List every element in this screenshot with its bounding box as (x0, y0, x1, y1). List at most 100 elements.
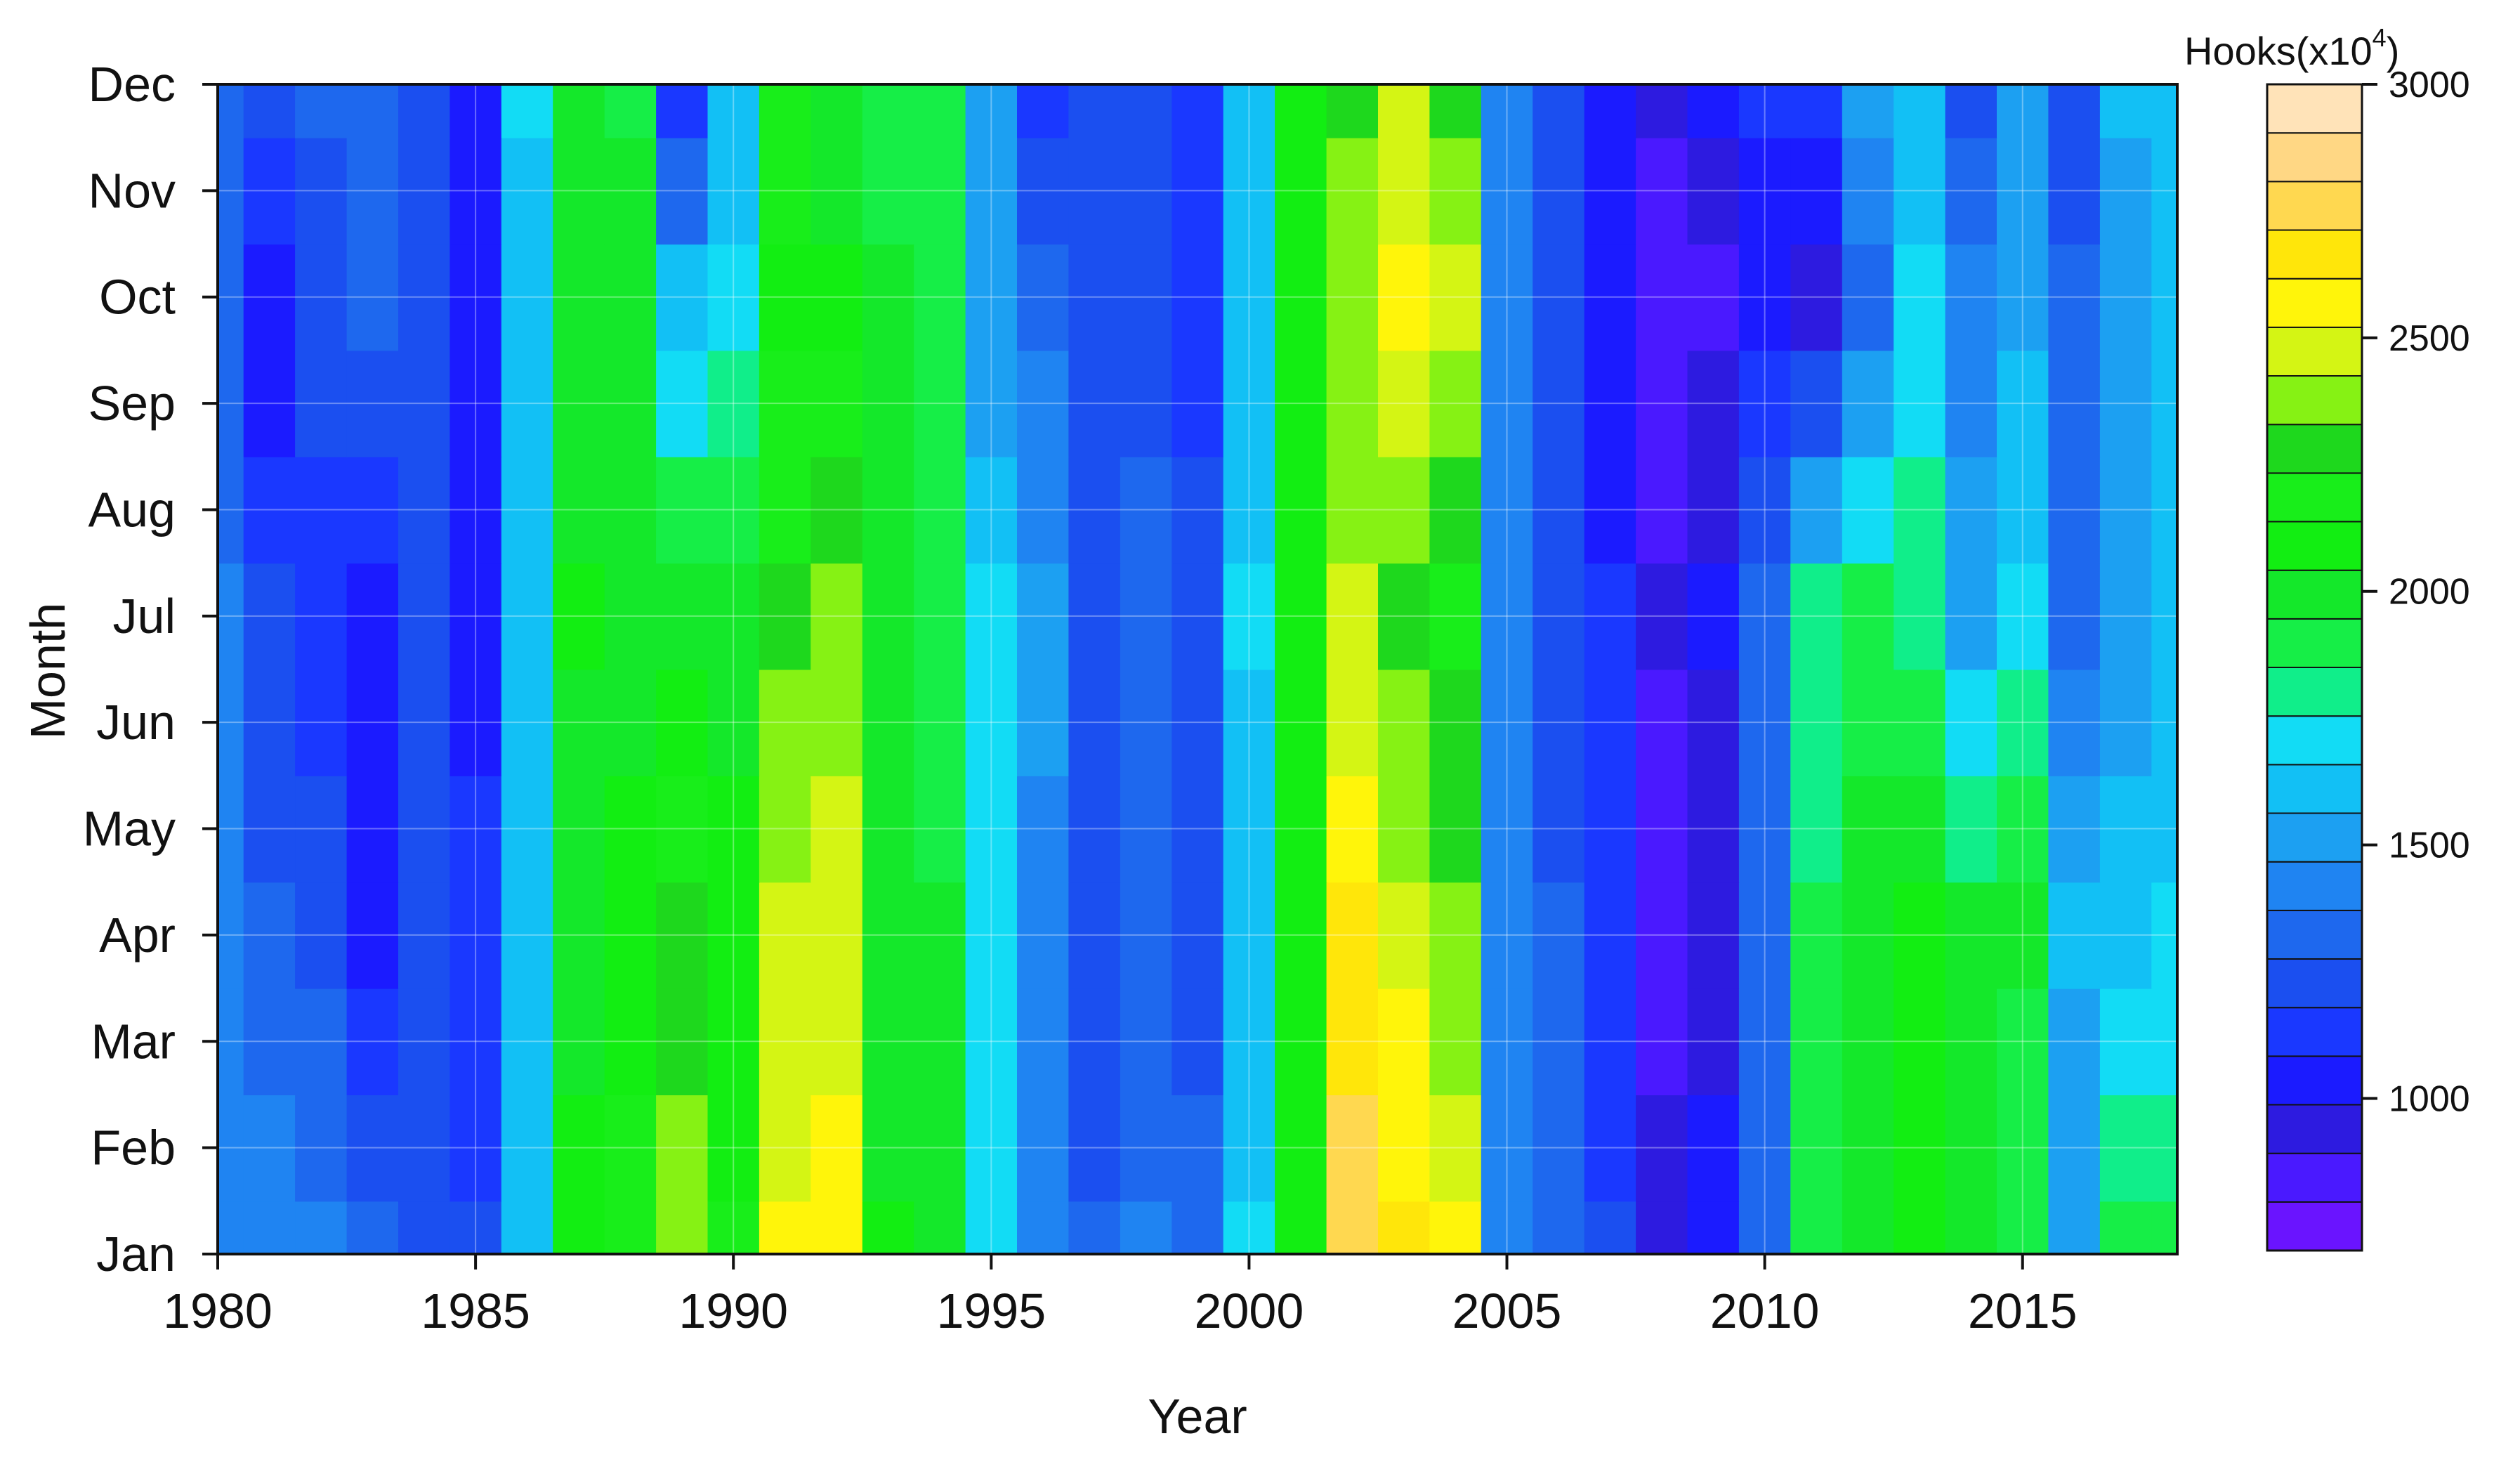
heatmap-cell (1120, 456, 1173, 564)
heatmap-cell (1842, 84, 1895, 138)
grid (217, 84, 2177, 1255)
heatmap-cell (553, 988, 605, 1095)
heatmap-cell (1533, 882, 1585, 989)
heatmap-cell (218, 988, 244, 1095)
heatmap-cell (759, 244, 812, 351)
heatmap-cell (707, 1201, 760, 1254)
heatmap-cell (553, 882, 605, 989)
heatmap-cell (1120, 775, 1173, 883)
heatmap-cell (1068, 563, 1121, 670)
heatmap-cell (914, 563, 966, 670)
heatmap-cell (501, 84, 554, 138)
y-tick-label: May (83, 802, 176, 856)
heatmap-cell (218, 669, 244, 776)
heatmap-cell (398, 137, 451, 245)
colorbar-swatch (2266, 1152, 2363, 1203)
heatmap-cell (1068, 350, 1121, 457)
heatmap-cell (1533, 244, 1585, 351)
x-tick-label: 2010 (1710, 1284, 1820, 1338)
heatmap-cell (501, 775, 554, 883)
heatmap-cell (1378, 350, 1431, 457)
heatmap-cell (862, 775, 915, 883)
heatmap-cell (1378, 137, 1431, 245)
heatmap-cell (2048, 244, 2101, 351)
heatmap-cell (914, 84, 966, 138)
colorbar-swatch (2266, 278, 2363, 328)
heatmap-cell (295, 988, 348, 1095)
heatmap-cell (1790, 882, 1843, 989)
heatmap-cell (1533, 350, 1585, 457)
y-tick-label: Sep (88, 376, 176, 431)
heatmap-cell (1120, 137, 1173, 245)
heatmap-cell (1584, 84, 1637, 138)
heatmap-cell (811, 1095, 863, 1202)
heatmap-cell (759, 988, 812, 1095)
heatmap-cell (965, 563, 1018, 670)
heatmap-cell (1687, 1201, 1740, 1254)
heatmap-cell (2151, 84, 2177, 138)
heatmap-cell (449, 244, 502, 351)
heatmap-cell (346, 1201, 399, 1254)
heatmap-cell (965, 456, 1018, 564)
heatmap-cell (1894, 456, 1946, 564)
heatmap-cell (1738, 1095, 1792, 1202)
heatmap-cell (1533, 84, 1585, 138)
heatmap-cell (1172, 669, 1224, 776)
heatmap-cell (1790, 456, 1843, 564)
heatmap-cell (1429, 775, 1482, 883)
heatmap-cell (707, 1095, 760, 1202)
y-tick-label: Apr (99, 908, 176, 962)
heatmap-cell (2151, 988, 2177, 1095)
heatmap-cell (1945, 775, 1997, 883)
heatmap-cell (1894, 244, 1946, 351)
heatmap-cell (1068, 669, 1121, 776)
heatmap-cell (1172, 244, 1224, 351)
heatmap-cell (1842, 775, 1895, 883)
heatmap-cell (1790, 1095, 1843, 1202)
heatmap-cell (1636, 84, 1688, 138)
heatmap-cell (1738, 882, 1792, 989)
colorbar-swatch (2266, 229, 2363, 280)
heatmap-cell (553, 669, 605, 776)
heatmap-cell (1120, 244, 1173, 351)
heatmap-cell (1584, 775, 1637, 883)
heatmap-cell (398, 563, 451, 670)
heatmap-cell (604, 350, 657, 457)
heatmap-cell (2151, 775, 2177, 883)
heatmap-cell (1481, 669, 1534, 776)
heatmap-cell (398, 84, 451, 138)
heatmap-cell (656, 775, 709, 883)
heatmap-cell (218, 244, 244, 351)
plot-frame (216, 83, 2179, 1255)
y-tick-label: Dec (88, 57, 176, 112)
heatmap-cell (346, 882, 399, 989)
heatmap-cell (1481, 137, 1534, 245)
heatmap-cell (862, 244, 915, 351)
colorbar-swatch (2266, 958, 2363, 1009)
heatmap-cell (862, 350, 915, 457)
heatmap-cell (398, 882, 451, 989)
heatmap-cell (707, 882, 760, 989)
heatmap-cell (1017, 1201, 1070, 1254)
x-axis-title: Year (1148, 1389, 1247, 1444)
heatmap-cell (965, 84, 1018, 138)
heatmap-cell (553, 775, 605, 883)
heatmap-cell (1687, 882, 1740, 989)
heatmap-cell (1120, 882, 1173, 989)
heatmap-cell (243, 775, 296, 883)
heatmap-cell (759, 563, 812, 670)
colorbar-swatch (2266, 375, 2363, 426)
heatmap-cell (449, 456, 502, 564)
heatmap-cell (1378, 456, 1431, 564)
heatmap-cell (346, 775, 399, 883)
heatmap-cell (1945, 350, 1997, 457)
heatmap-cell (1738, 350, 1792, 457)
heatmap-cell (862, 988, 915, 1095)
heatmap-cell (295, 137, 348, 245)
heatmap-cell (811, 84, 863, 138)
heatmap-cell (243, 137, 296, 245)
heatmap-cell (1017, 669, 1070, 776)
heatmap-cell (604, 84, 657, 138)
plot-area (218, 84, 2177, 1254)
